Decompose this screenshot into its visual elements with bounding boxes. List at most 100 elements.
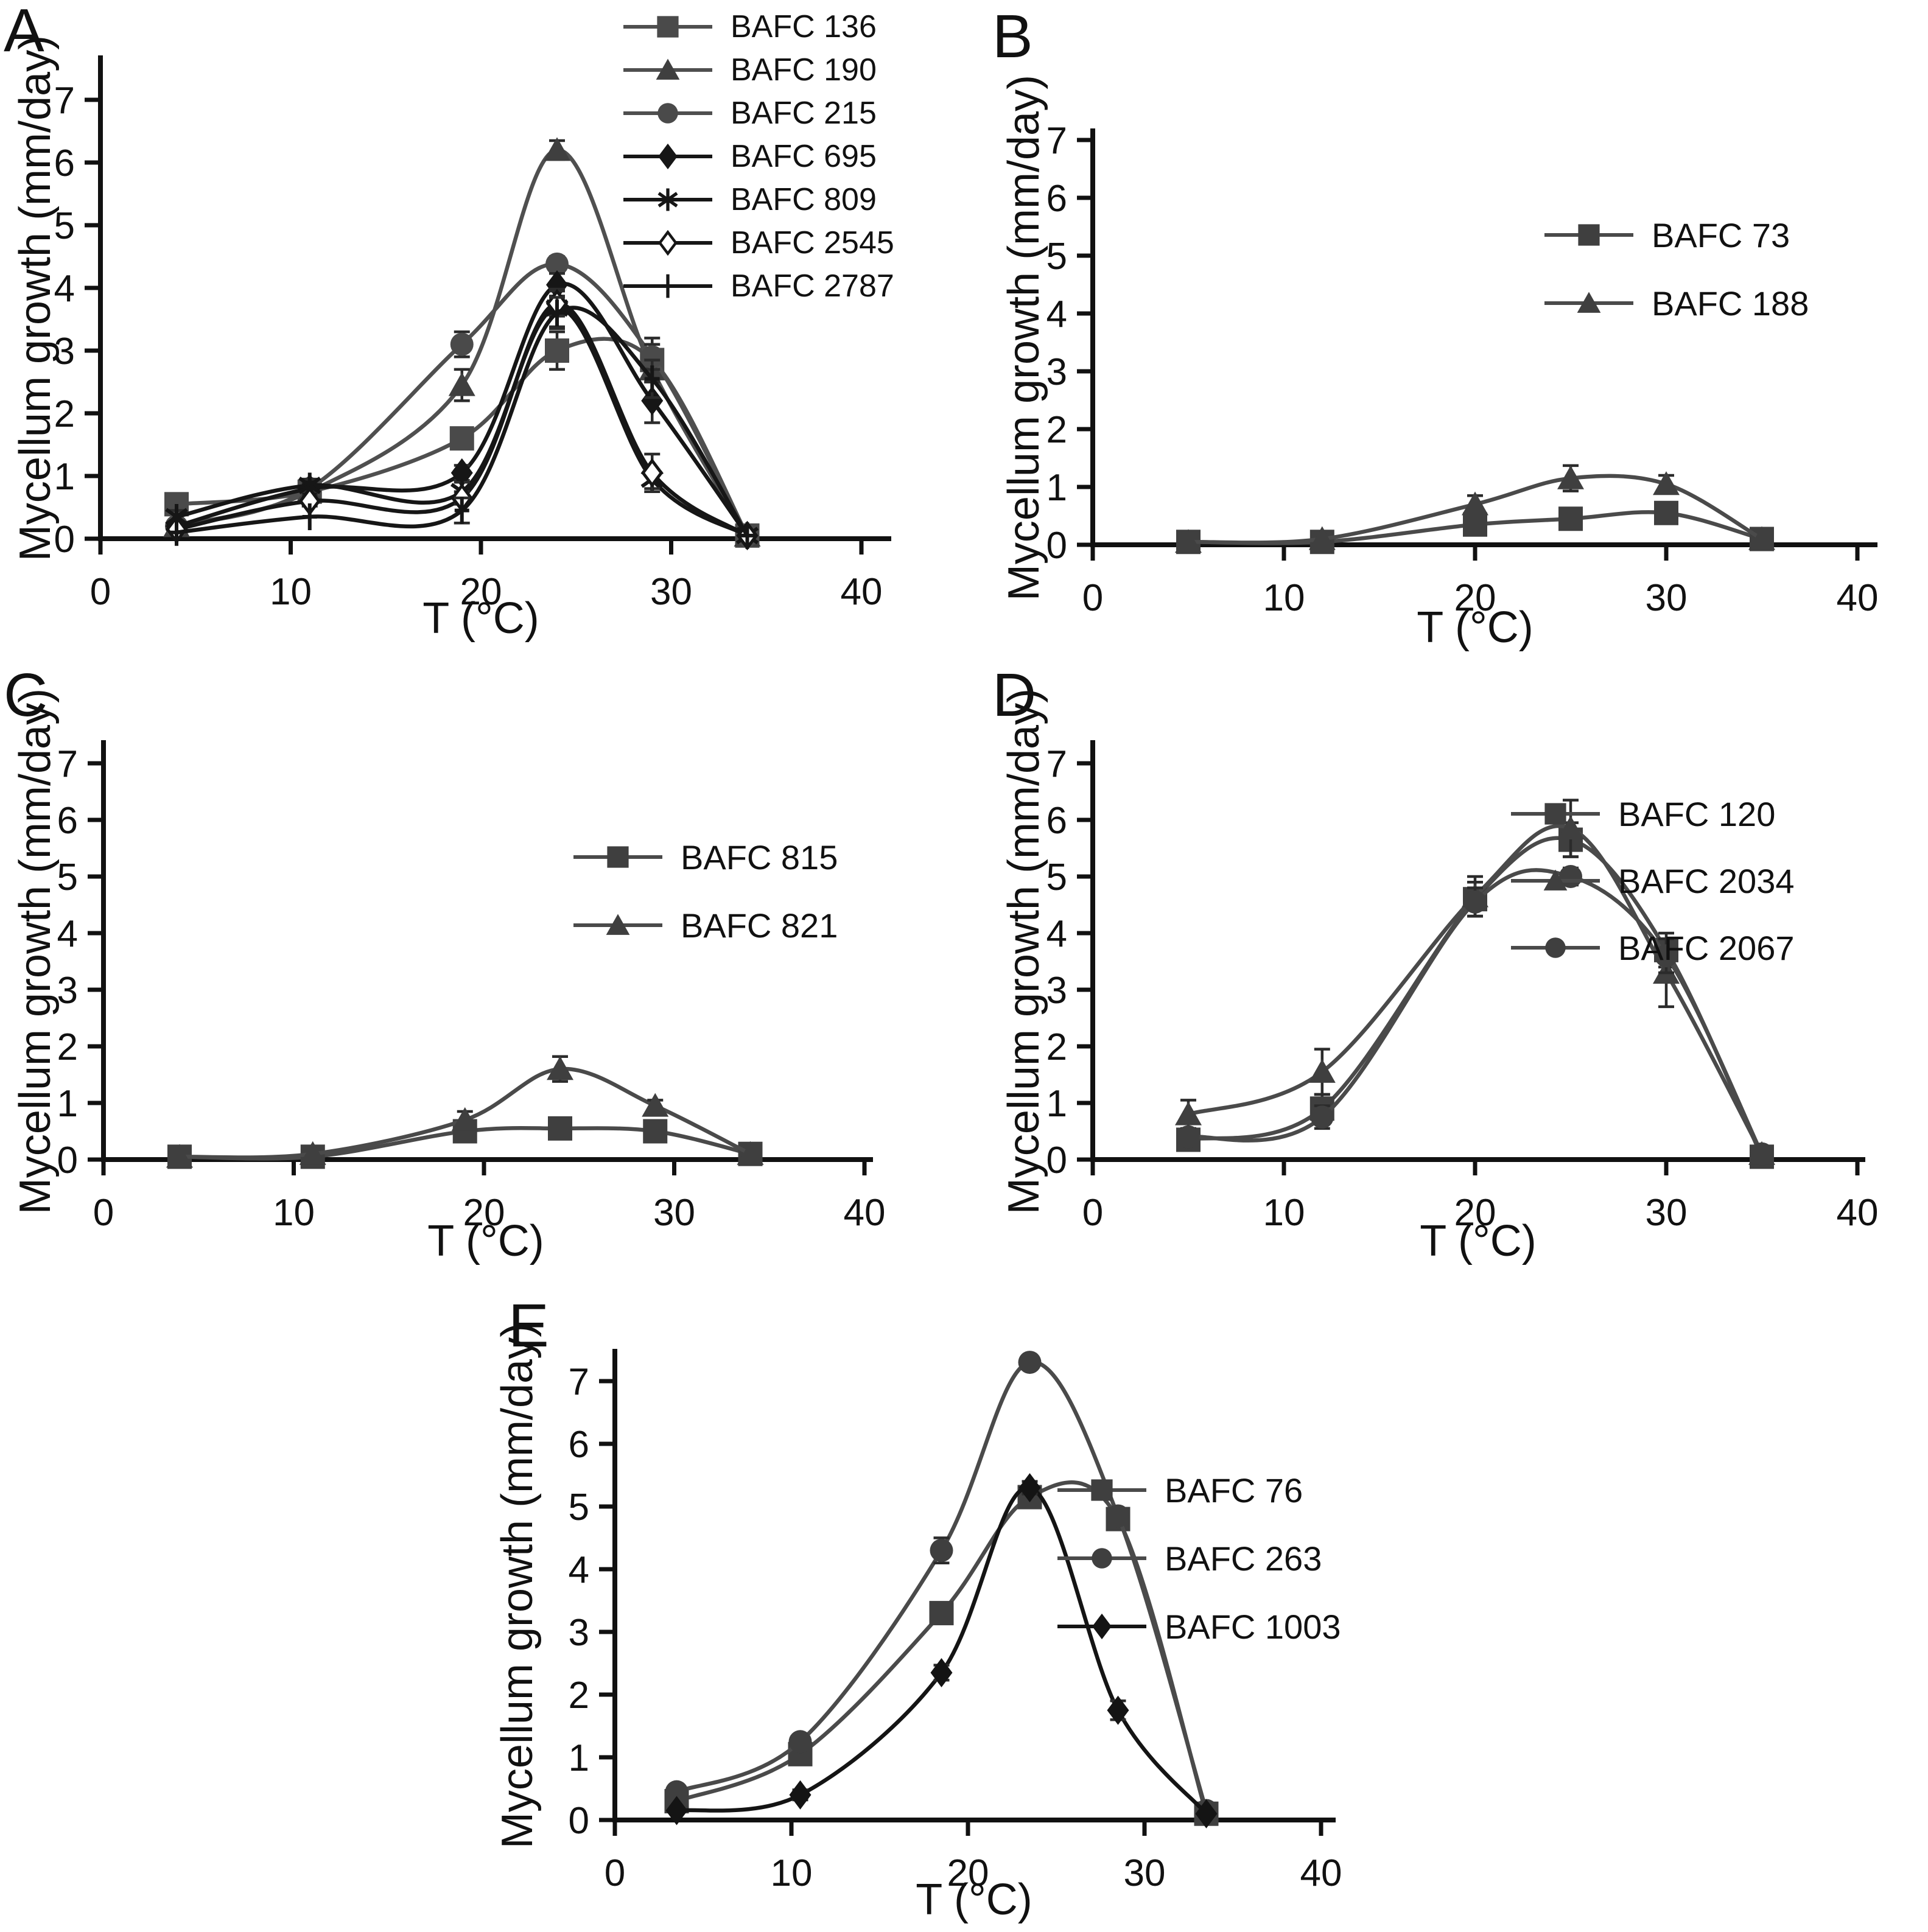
legend-marker-asterisk-icon — [622, 186, 713, 213]
legend-item: BAFC 809 — [622, 178, 894, 221]
panel-b: 0 1 2 3 4 5 6 7 0 10 20 30 40 B Mycellum growth (mm/… — [974, 0, 1928, 724]
circle-marker-icon — [640, 345, 664, 369]
legend-label: BAFC 2034 — [1618, 861, 1795, 900]
svg-text:0: 0 — [1046, 525, 1067, 567]
legend-marker-square-icon — [572, 844, 664, 870]
circle-marker-icon — [1464, 890, 1487, 914]
triangle-marker-icon — [642, 1093, 669, 1117]
diamond-marker-icon — [1195, 1799, 1218, 1829]
legend-marker-plus-icon — [622, 273, 713, 299]
tick-labels: 0 1 2 3 4 5 6 7 0 10 20 30 40 — [57, 743, 886, 1234]
svg-text:40: 40 — [1837, 1192, 1879, 1234]
square-marker-icon — [1091, 1479, 1113, 1501]
triangle-marker-icon — [1577, 292, 1601, 313]
svg-text:20: 20 — [1454, 1192, 1496, 1234]
ticks — [1077, 761, 1860, 1175]
legend-marker-triangle-icon — [1510, 867, 1601, 894]
svg-text:10: 10 — [273, 1192, 315, 1234]
legend-item: BAFC 120 — [1510, 780, 1795, 847]
legend-label: BAFC 815 — [681, 838, 838, 877]
panel-d-y-axis-title: Mycellum growth (mm/day) — [1000, 688, 1048, 1215]
legend-item: BAFC 136 — [622, 5, 894, 48]
svg-text:30: 30 — [653, 1192, 695, 1234]
panel-d-label: D — [992, 661, 1037, 729]
series-bafc-263 — [665, 1351, 1218, 1822]
legend-item: BAFC 821 — [572, 891, 838, 959]
legend-marker-square-icon — [1510, 800, 1601, 827]
chart-d-canvas: 0 1 2 3 4 5 6 7 0 10 20 30 40 — [1046, 740, 1879, 1234]
circle-marker-icon — [788, 1730, 812, 1754]
panel-a-label: A — [4, 0, 44, 65]
triangle-marker-icon — [1653, 471, 1680, 495]
svg-text:6: 6 — [57, 800, 78, 842]
ticks — [599, 1379, 1323, 1836]
triangle-marker-icon — [1557, 465, 1584, 489]
legend-label: BAFC 821 — [681, 906, 838, 945]
legend-label: BAFC 73 — [1652, 215, 1790, 254]
panel-a-legend: BAFC 136 BAFC 190 BAFC 215 BAFC 695 BAFC… — [622, 5, 894, 307]
circle-marker-icon — [545, 252, 569, 276]
square-marker-icon — [1654, 500, 1678, 525]
panel-e: 0 1 2 3 4 5 6 7 0 10 20 30 40 E Mycellum growth (mm/… — [426, 1266, 1522, 1932]
svg-text:20: 20 — [460, 571, 502, 613]
legend-marker-diamond-icon — [622, 143, 713, 170]
svg-text:7: 7 — [569, 1361, 589, 1403]
series-bafc-188 — [1175, 464, 1775, 553]
plus-marker-icon — [740, 522, 755, 549]
circle-marker-icon — [1106, 1504, 1130, 1528]
svg-text:0: 0 — [54, 519, 75, 561]
legend-item: BAFC 1003 — [1056, 1592, 1341, 1661]
circle-marker-icon — [1092, 1548, 1112, 1569]
diamond-marker-icon — [1107, 1695, 1129, 1725]
legend-item: BAFC 73 — [1543, 201, 1809, 269]
circle-marker-icon — [450, 332, 474, 356]
panel-e-x-axis-title: T (°C) — [916, 1875, 1032, 1924]
svg-text:20: 20 — [463, 1192, 505, 1234]
legend-item: BAFC 2787 — [622, 264, 894, 307]
triangle-marker-icon — [1557, 815, 1584, 839]
panel-c-y-axis-title: Mycellum growth (mm/day) — [11, 688, 60, 1215]
panel-e-label: E — [508, 1292, 549, 1360]
panel-d-legend: BAFC 120 BAFC 2034 BAFC 2067 — [1510, 780, 1795, 981]
legend-item: BAFC 815 — [572, 823, 838, 891]
series-bafc-1003 — [665, 1473, 1218, 1829]
panel-a-x-axis-title: T (°C) — [422, 594, 539, 643]
legend-label: BAFC 2067 — [1618, 928, 1795, 967]
legend-item: BAFC 2545 — [622, 221, 894, 264]
legend-marker-triangle-icon — [622, 57, 713, 83]
legend-label: BAFC 2545 — [731, 225, 894, 261]
svg-text:7: 7 — [1046, 120, 1067, 162]
panel-e-legend: BAFC 76 BAFC 263 BAFC 1003 — [1056, 1456, 1341, 1661]
markers — [665, 1473, 1218, 1829]
triangle-marker-icon — [1462, 491, 1488, 516]
svg-text:6: 6 — [1046, 178, 1067, 220]
legend-label: BAFC 263 — [1165, 1539, 1322, 1578]
open-diamond-marker-icon — [641, 458, 664, 488]
svg-text:20: 20 — [947, 1852, 989, 1894]
triangle-marker-icon — [656, 58, 680, 80]
legend-item: BAFC 215 — [622, 91, 894, 135]
svg-text:5: 5 — [54, 205, 75, 247]
legend-label: BAFC 695 — [731, 138, 877, 174]
circle-marker-icon — [1655, 944, 1678, 968]
svg-text:6: 6 — [569, 1424, 589, 1466]
legend-item: BAFC 190 — [622, 48, 894, 91]
svg-text:2: 2 — [1046, 1026, 1067, 1068]
triangle-marker-icon — [1175, 529, 1202, 553]
panel-c-x-axis-title: T (°C) — [427, 1217, 544, 1265]
diamond-marker-icon — [658, 143, 678, 169]
asterisk-marker-icon — [657, 188, 678, 211]
diamond-marker-icon — [665, 1796, 688, 1825]
panel-b-x-axis-title: T (°C) — [1417, 603, 1534, 652]
triangle-marker-icon — [166, 1144, 193, 1168]
svg-text:30: 30 — [1646, 1192, 1688, 1234]
chart-a-canvas: 0 1 2 3 4 5 6 7 0 10 20 30 40 — [54, 55, 891, 613]
svg-text:1: 1 — [57, 1083, 78, 1125]
legend-marker-square-icon — [1056, 1477, 1148, 1503]
plus-marker-icon — [302, 503, 317, 530]
triangle-marker-icon — [547, 1056, 573, 1080]
markers — [166, 1056, 764, 1168]
square-marker-icon — [1578, 224, 1600, 246]
legend-label: BAFC 809 — [731, 181, 877, 217]
svg-text:7: 7 — [1046, 743, 1067, 785]
